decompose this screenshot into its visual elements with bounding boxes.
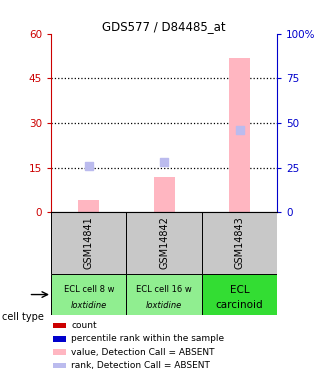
Text: ECL cell 16 w: ECL cell 16 w (136, 285, 192, 294)
Text: percentile rank within the sample: percentile rank within the sample (72, 334, 225, 344)
Bar (126, 212, 202, 274)
Bar (202, 274, 277, 315)
Bar (53, 336, 66, 342)
Bar (202, 212, 277, 274)
Text: count: count (72, 321, 97, 330)
Title: GDS577 / D84485_at: GDS577 / D84485_at (102, 20, 226, 33)
Point (161, 159, 167, 165)
Point (86, 163, 91, 169)
Bar (78, 200, 99, 212)
Point (237, 127, 242, 133)
Bar (126, 274, 202, 315)
Text: ECL cell 8 w: ECL cell 8 w (64, 285, 114, 294)
Bar (53, 363, 66, 369)
Bar (51, 274, 126, 315)
Text: GSM14841: GSM14841 (84, 217, 94, 269)
Bar (51, 212, 126, 274)
Bar (53, 323, 66, 328)
Text: cell type: cell type (2, 312, 44, 322)
Text: GSM14843: GSM14843 (235, 217, 245, 269)
Text: GSM14842: GSM14842 (159, 216, 169, 269)
Text: loxtidine: loxtidine (146, 300, 182, 309)
Text: loxtidine: loxtidine (71, 300, 107, 309)
Text: rank, Detection Call = ABSENT: rank, Detection Call = ABSENT (72, 361, 210, 370)
Bar (229, 57, 250, 212)
Text: carcinoid: carcinoid (216, 300, 263, 310)
Text: ECL: ECL (230, 285, 249, 294)
Text: value, Detection Call = ABSENT: value, Detection Call = ABSENT (72, 348, 215, 357)
Bar (53, 350, 66, 355)
Bar (154, 177, 175, 212)
